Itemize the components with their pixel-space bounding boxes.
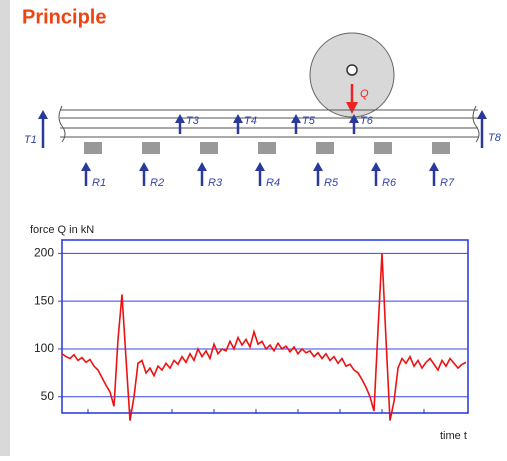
force-arrow-head [197,162,207,171]
y-tick-label: 150 [34,293,54,307]
y-axis-label: force Q in kN [30,224,94,236]
force-arrow-head [81,162,91,171]
force-label: T8 [488,132,502,144]
force-label: T4 [244,115,257,127]
x-axis-label: time t [440,430,467,442]
sleeper [432,142,450,154]
force-label: R5 [324,177,339,189]
y-tick-label: 50 [41,389,55,403]
y-tick-label: 200 [34,246,54,260]
force-arrow-head [255,162,265,171]
slide: Principle Q force Q in kN time t R1 R2 R3 R… [0,0,507,456]
force-arrow-head [371,162,381,171]
force-arrow-head [477,110,487,119]
force-label: R1 [92,177,106,189]
force-label: R3 [208,177,223,189]
load-label: Q [360,88,369,100]
force-arrow-head [313,162,323,171]
y-tick-label: 100 [34,341,54,355]
force-arrow-head [139,162,149,171]
sleeper [316,142,334,154]
rail [60,110,478,137]
force-label: T5 [302,115,316,127]
rail-diagram: Q [59,33,479,142]
force-label: T3 [186,115,200,127]
sleeper [142,142,160,154]
force-label: T6 [360,115,374,127]
force-arrow-head [38,110,48,119]
slide-title: Principle [22,6,106,28]
side-bar [0,0,10,456]
sleeper [84,142,102,154]
force-label: R7 [440,177,455,189]
force-label: R2 [150,177,164,189]
force-label: T1 [24,134,37,146]
sleeper [374,142,392,154]
plot-area [62,240,468,413]
sleeper [258,142,276,154]
sleeper [200,142,218,154]
axle [347,65,357,75]
force-label: R6 [382,177,397,189]
force-label: R4 [266,177,280,189]
force-arrow-head [429,162,439,171]
